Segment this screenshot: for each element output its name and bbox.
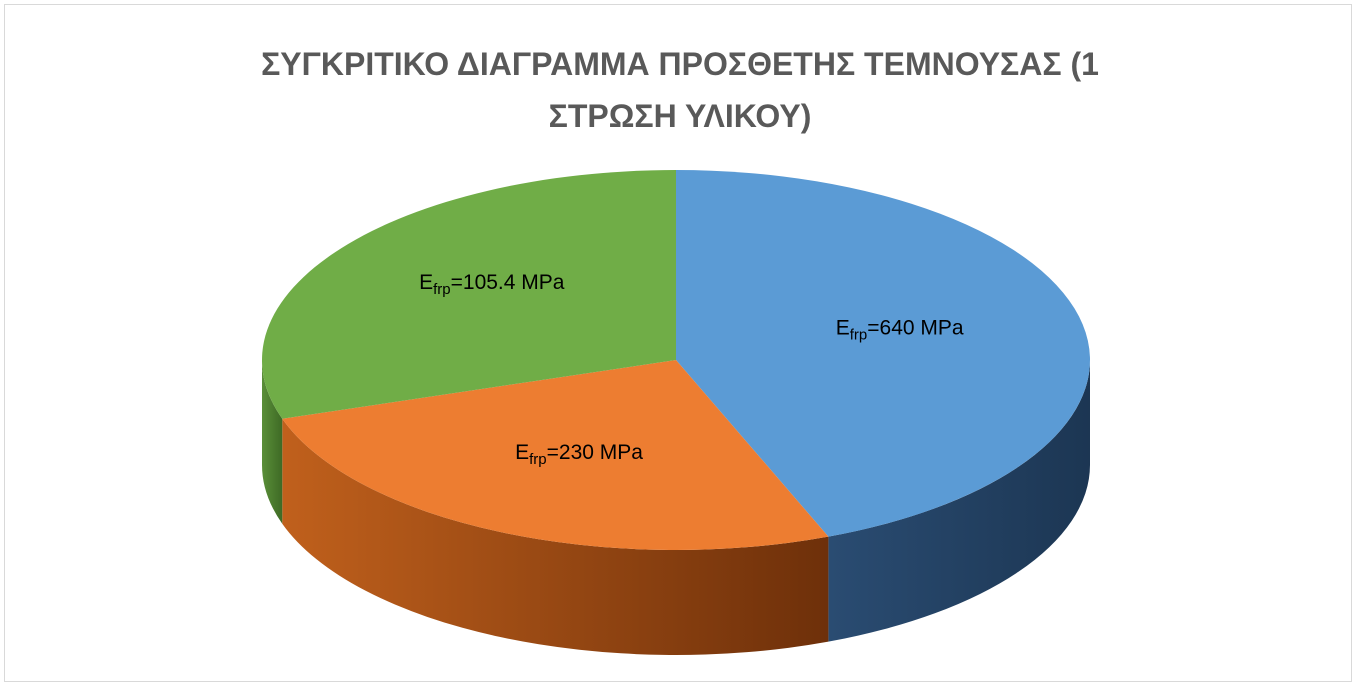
chart-frame bbox=[4, 4, 1352, 682]
chart-title: ΣΥΓΚΡΙΤΙΚΟ ΔΙΑΓΡΑΜΜΑ ΠΡΟΣΘΕΤΗΣ ΤΕΜΝΟΥΣΑΣ… bbox=[261, 46, 1099, 134]
slice bbox=[282, 360, 829, 550]
label-part: E bbox=[419, 271, 433, 294]
slice-side bbox=[262, 360, 283, 524]
slice bbox=[261, 170, 676, 419]
label-part: frp bbox=[433, 281, 451, 298]
label-part: frp bbox=[850, 327, 868, 344]
label-part: =640 MPa bbox=[867, 316, 964, 339]
slice-side bbox=[828, 360, 1090, 642]
data-label: Efrp=640 MPa bbox=[836, 316, 964, 343]
label-part: =105.4 MPa bbox=[451, 271, 565, 294]
slice bbox=[676, 170, 1090, 537]
slice-side bbox=[282, 418, 829, 656]
label-part: E bbox=[515, 441, 529, 464]
label-part: frp bbox=[529, 451, 547, 468]
data-label: Efrp=105.4 MPa bbox=[419, 271, 565, 298]
label-part: =230 MPa bbox=[547, 441, 644, 464]
data-label: Efrp=230 MPa bbox=[515, 441, 643, 468]
label-part: E bbox=[836, 316, 850, 339]
